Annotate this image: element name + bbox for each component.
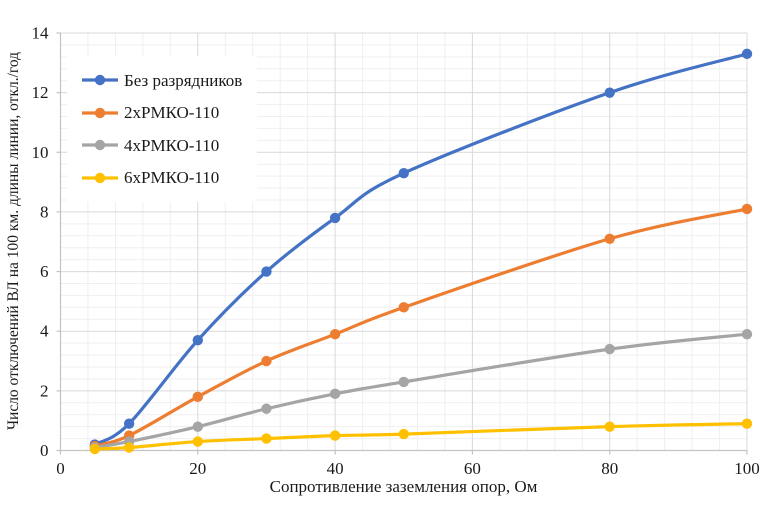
y-axis-title: Число отключений ВЛ на 100 км. длины лин… bbox=[5, 51, 22, 431]
data-point-marker bbox=[261, 266, 272, 277]
data-point-marker bbox=[329, 212, 341, 224]
x-tick-label: 80 bbox=[601, 459, 618, 478]
y-tick-label: 2 bbox=[40, 381, 49, 400]
legend-label: Без разрядников bbox=[124, 70, 243, 90]
legend: Без разрядников 2хРМКО-110 4хРМКО-110 6х… bbox=[67, 56, 257, 202]
legend-line-marker-icon bbox=[82, 172, 118, 184]
data-point-marker bbox=[604, 233, 615, 244]
legend-item-6xrmko-110: 6хРМКО-110 bbox=[81, 169, 257, 186]
x-tick-label: 100 bbox=[734, 459, 760, 478]
x-axis-title: Сопротивление заземления опор, Ом bbox=[269, 477, 538, 496]
legend-label: 6хРМКО-110 bbox=[124, 168, 220, 188]
data-point-marker bbox=[604, 343, 615, 355]
y-tick-label: 6 bbox=[40, 262, 49, 281]
legend-line-marker-icon bbox=[82, 107, 118, 118]
data-point-marker bbox=[604, 421, 615, 432]
data-point-marker bbox=[329, 328, 341, 340]
data-point-marker bbox=[398, 376, 409, 388]
y-tick-label: 8 bbox=[40, 202, 49, 221]
y-tick-label: 10 bbox=[32, 143, 49, 162]
data-point-marker bbox=[89, 443, 101, 455]
data-point-marker bbox=[329, 388, 341, 400]
data-point-marker bbox=[398, 302, 409, 313]
legend-label: 2хРМКО-110 bbox=[124, 103, 220, 123]
data-point-marker bbox=[123, 442, 135, 453]
data-point-marker bbox=[741, 328, 753, 340]
x-tick-label: 60 bbox=[464, 459, 481, 478]
legend-label: 4хРМКО-110 bbox=[124, 135, 220, 155]
data-point-marker bbox=[192, 391, 203, 403]
series-line-1 bbox=[93, 207, 749, 448]
data-point-marker bbox=[261, 433, 272, 444]
x-tick-label: 0 bbox=[56, 459, 65, 478]
y-tick-label: 14 bbox=[32, 24, 50, 43]
legend-line-marker-icon bbox=[82, 74, 118, 86]
data-point-marker bbox=[741, 48, 753, 60]
legend-item-bez-razryadnikov: Без разрядников bbox=[81, 72, 257, 89]
x-tick-label: 20 bbox=[189, 459, 206, 478]
y-tick-label: 0 bbox=[40, 441, 49, 460]
x-tick-label: 40 bbox=[327, 459, 344, 478]
data-point-marker bbox=[398, 428, 409, 440]
data-point-marker bbox=[192, 436, 203, 447]
data-point-marker bbox=[123, 418, 135, 429]
y-tick-label: 4 bbox=[40, 322, 49, 341]
data-point-marker bbox=[398, 167, 409, 179]
data-point-marker bbox=[192, 421, 203, 432]
data-point-marker bbox=[741, 418, 753, 429]
data-point-marker bbox=[261, 403, 272, 414]
data-point-marker bbox=[741, 203, 753, 215]
y-tick-label: 12 bbox=[32, 83, 49, 102]
data-point-marker bbox=[329, 430, 341, 441]
legend-line-marker-icon bbox=[82, 140, 118, 151]
legend-item-4xrmko-110: 4хРМКО-110 bbox=[81, 137, 257, 154]
data-point-marker bbox=[261, 355, 272, 367]
data-point-marker bbox=[192, 334, 203, 346]
legend-item-2xrmko-110: 2хРМКО-110 bbox=[81, 104, 257, 121]
data-point-marker bbox=[604, 87, 615, 98]
